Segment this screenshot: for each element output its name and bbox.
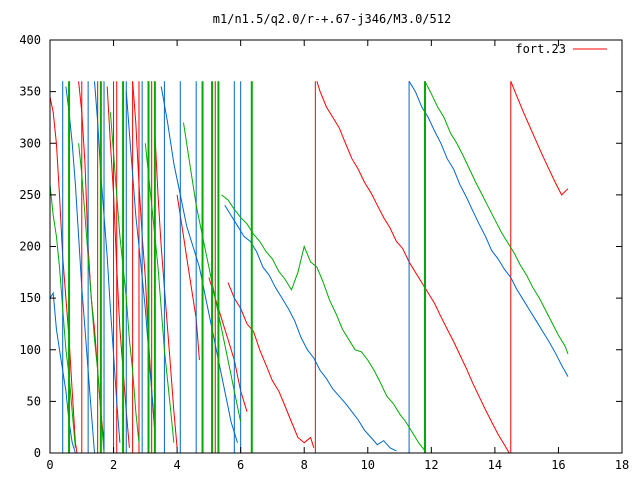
series-2	[49, 81, 569, 454]
series-3	[49, 81, 569, 454]
y-tick-label-300: 300	[19, 136, 41, 150]
series-1-segment-9	[316, 81, 510, 454]
axis-layer: 0 2 4 6 8 10 12 14 16 18 0 50 100 150 200 250 300 350 400	[19, 33, 629, 472]
series-1-segment-8	[227, 282, 315, 448]
series-2-segment-5	[160, 86, 238, 443]
series-2-segment-7	[408, 81, 569, 377]
y-tick-label-0: 0	[34, 446, 41, 460]
series-3-segment-1	[49, 184, 76, 448]
series-1-segment-5	[154, 132, 178, 448]
series-2-segment-6	[224, 204, 397, 452]
series-1-segment-6	[176, 194, 200, 361]
chart-title: m1/n1.5/q2.0/r-+.67-j346/M3.0/512	[213, 12, 451, 26]
y-tick-label-250: 250	[19, 188, 41, 202]
series-3-segment-3	[109, 112, 140, 443]
x-tick-label-0: 0	[46, 458, 53, 472]
series-3-segment-6	[221, 194, 426, 452]
y-tick-label-50: 50	[27, 394, 41, 408]
x-tick-label-6: 6	[237, 458, 244, 472]
x-tick-label-4: 4	[173, 458, 180, 472]
x-tick-label-10: 10	[361, 458, 375, 472]
x-tick-label-8: 8	[301, 458, 308, 472]
y-tick-label-400: 400	[19, 33, 41, 47]
y-tick-label-200: 200	[19, 240, 41, 254]
series-2-segment-2	[65, 86, 95, 454]
x-tick-label-2: 2	[110, 458, 117, 472]
series-3-segment-5	[183, 122, 242, 423]
legend: fort.23	[515, 42, 607, 56]
y-tick-label-150: 150	[19, 291, 41, 305]
series-layer	[49, 81, 569, 454]
y-tick-label-350: 350	[19, 85, 41, 99]
x-tick-label-18: 18	[615, 458, 629, 472]
series-1-segment-10	[510, 81, 569, 196]
series-3-segment-2	[78, 143, 105, 454]
x-tick-label-14: 14	[488, 458, 502, 472]
x-tick-label-16: 16	[551, 458, 565, 472]
series-2-segment-4	[125, 91, 156, 433]
y-tick-label-100: 100	[19, 343, 41, 357]
series-1-segment-1	[49, 96, 78, 454]
series-2-segment-3	[94, 81, 121, 443]
series-2-segment-1	[49, 291, 76, 454]
series-3-segment-4	[144, 143, 175, 443]
series-3-segment-7	[424, 81, 569, 355]
legend-label: fort.23	[515, 42, 566, 56]
x-tick-label-12: 12	[424, 458, 438, 472]
